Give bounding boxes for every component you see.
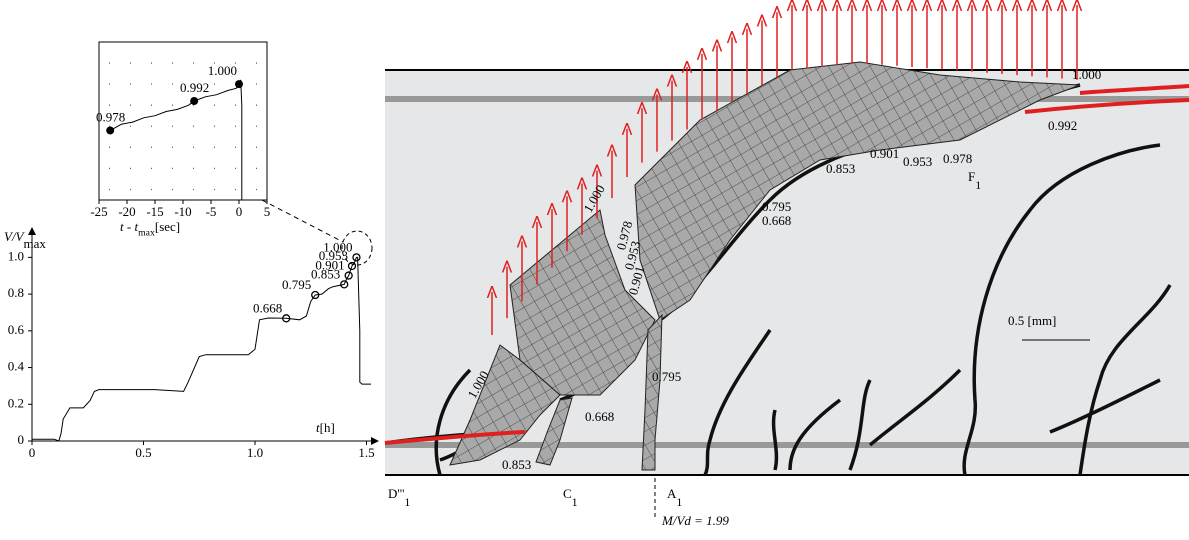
- label-text: t - t: [120, 219, 138, 234]
- diagram-label: 0.795: [652, 369, 681, 384]
- zoom-connector: [262, 200, 343, 242]
- y-tick-label: 0: [18, 432, 25, 447]
- x-tick-label: 1.5: [358, 445, 374, 460]
- y-tick-label: 1.0: [8, 248, 24, 263]
- diagram-label: D'''1: [388, 486, 410, 509]
- diagram-label: 0.978: [943, 151, 972, 166]
- label: t[h]: [316, 420, 335, 435]
- label-sub: 1: [572, 495, 578, 509]
- x-tick-label: 0: [236, 204, 243, 219]
- x-tick-label: -10: [174, 204, 191, 219]
- label-text: 0.953: [903, 154, 932, 169]
- label-sub: 1: [404, 495, 410, 509]
- label-text: D''': [388, 486, 404, 501]
- x-tick-label: -20: [118, 204, 135, 219]
- diagram-label: 0.668: [585, 409, 614, 424]
- label-text: V/V: [4, 229, 26, 244]
- diagram-label: M/Vd = 1.99: [661, 513, 729, 528]
- label-text: 0.853: [502, 457, 531, 472]
- diagram-label: A1: [667, 486, 682, 509]
- label-sub: max: [138, 227, 155, 238]
- label-sub: 1: [676, 495, 682, 509]
- marker: [106, 126, 114, 134]
- marker: [190, 97, 198, 105]
- diagram-label: 0.5 [mm]: [1008, 313, 1056, 328]
- label-text: 1.000: [1072, 67, 1101, 82]
- x-tick-label: 1.0: [247, 445, 263, 460]
- diagram-label: 0.668: [762, 213, 791, 228]
- marker-label: 1.000: [323, 239, 352, 254]
- diagram-label: 0.853: [502, 457, 531, 472]
- x-tick-label: 5: [264, 204, 271, 219]
- label-text: 0.5 [mm]: [1008, 313, 1056, 328]
- label-text: 0.668: [585, 409, 614, 424]
- marker-label: 0.795: [282, 277, 311, 292]
- label-text: 0.795: [762, 199, 791, 214]
- y-tick-label: 0.6: [8, 322, 25, 337]
- label-text: F: [968, 169, 975, 184]
- label-text: C: [563, 486, 572, 501]
- label-text: 0.978: [943, 151, 972, 166]
- marker-label: 1.000: [208, 63, 237, 78]
- x-tick-label: -15: [146, 204, 163, 219]
- y-tick-label: 0.2: [8, 395, 24, 410]
- series-line: [32, 257, 371, 441]
- label: t - tmax[sec]: [120, 219, 180, 239]
- label-text: 0.795: [652, 369, 681, 384]
- label-sub: max: [24, 236, 47, 251]
- y-tick-label: 0.4: [8, 359, 25, 374]
- diagram-label: C1: [563, 486, 578, 509]
- label-text: 0.992: [1048, 118, 1077, 133]
- diagram-label: 0.795: [762, 199, 791, 214]
- diagram-label: 0.901: [870, 146, 899, 161]
- label-unit: [h]: [320, 420, 335, 435]
- label-text: 0.901: [870, 146, 899, 161]
- label-sub: 1: [975, 178, 981, 192]
- x-tick-label: 0.5: [135, 445, 151, 460]
- diagram-label: 0.953: [903, 154, 932, 169]
- marker-label: 0.668: [253, 300, 282, 315]
- page: 1.0000.9920.9780.9530.9010.8530.7950.668…: [0, 0, 1189, 540]
- x-tick-label: -5: [206, 204, 217, 219]
- diagram-label: 0.992: [1048, 118, 1077, 133]
- label-text: M/Vd = 1.99: [661, 513, 729, 528]
- figure: 1.0000.9920.9780.9530.9010.8530.7950.668…: [0, 0, 1189, 535]
- diagram-label: 0.853: [826, 161, 855, 176]
- marker-label: 0.978: [96, 109, 125, 124]
- marker-label: 0.992: [180, 80, 209, 95]
- marker: [235, 80, 243, 88]
- x-tick-label: 0: [29, 445, 36, 460]
- y-tick-label: 0.8: [8, 285, 24, 300]
- label-unit: [sec]: [155, 219, 180, 234]
- x-tick-label: -25: [90, 204, 107, 219]
- label-text: 0.668: [762, 213, 791, 228]
- diagram-label: 1.000: [1072, 67, 1101, 82]
- label-text: 0.853: [826, 161, 855, 176]
